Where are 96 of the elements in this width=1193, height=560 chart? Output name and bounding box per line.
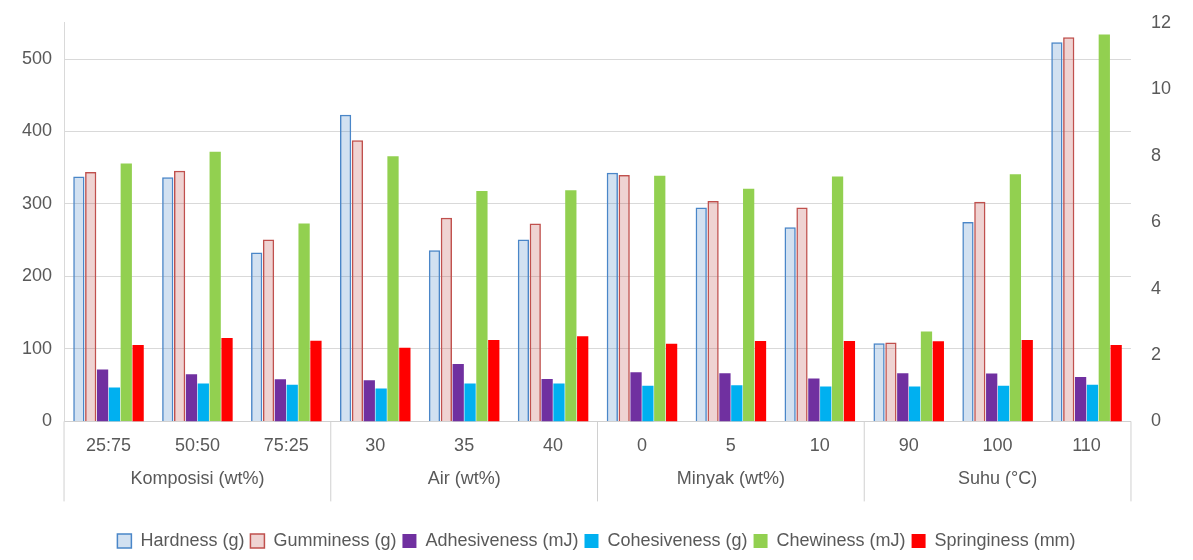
bar — [1009, 174, 1022, 421]
bar — [517, 239, 530, 421]
x-tick-label: 35 — [454, 435, 475, 456]
legend-label: Chewiness (mJ) — [776, 529, 906, 550]
bar — [274, 379, 287, 422]
y-tick-label: 100 — [21, 337, 53, 358]
x-tick-label: 100 — [982, 435, 1013, 456]
bar — [553, 383, 565, 422]
bar — [986, 373, 998, 422]
bar — [820, 386, 832, 422]
y-tick-label: 0 — [42, 410, 53, 431]
y2-tick-label: 10 — [1150, 78, 1172, 99]
x-tick-label: 40 — [543, 435, 564, 456]
bar — [695, 207, 707, 421]
bar — [387, 156, 399, 421]
bar — [251, 252, 263, 421]
x-tick-label: 75:25 — [263, 435, 309, 456]
text: Air (wt%) — [427, 468, 501, 489]
x-tick-label: 0 — [636, 435, 647, 456]
bar — [1098, 34, 1110, 421]
legend-label: Adhesiveness (mJ) — [425, 529, 579, 550]
bar — [73, 176, 85, 421]
bar — [618, 174, 630, 421]
bar — [654, 175, 666, 421]
bar — [541, 378, 553, 422]
bar — [262, 239, 275, 421]
text: Suhu (°C) — [957, 468, 1038, 489]
bar — [399, 347, 411, 422]
bar — [286, 384, 298, 422]
bar — [85, 172, 97, 421]
x-tick-label: 10 — [809, 435, 830, 456]
bar — [743, 188, 755, 421]
legend-label: Cohesiveness (g) — [607, 529, 748, 550]
bar — [1063, 37, 1075, 421]
y2-tick-label: 4 — [1150, 277, 1161, 298]
bar — [440, 217, 452, 421]
bar — [108, 387, 121, 422]
bar — [1074, 376, 1087, 422]
bar — [428, 250, 441, 421]
bar — [132, 345, 144, 422]
x-tick-label: 25:75 — [85, 435, 132, 456]
bar — [339, 114, 352, 421]
bar — [221, 338, 233, 422]
bar — [731, 385, 743, 422]
bar — [375, 388, 387, 422]
bar — [707, 201, 719, 421]
bar — [452, 363, 464, 422]
x-tick-label: 5 — [725, 435, 736, 456]
x-tick-label: 30 — [365, 435, 386, 456]
bar — [606, 172, 618, 421]
x-tick-label: 50:50 — [174, 435, 220, 456]
y2-tick-label: 0 — [1150, 410, 1161, 431]
bar — [476, 190, 488, 421]
bar — [1086, 384, 1099, 422]
bar — [120, 163, 132, 421]
legend-label: Springiness (mm) — [934, 529, 1076, 550]
y-tick-label: 500 — [21, 48, 53, 69]
bar — [962, 222, 974, 421]
y-tick-label: 200 — [21, 265, 53, 286]
bar — [831, 176, 844, 421]
bar — [173, 170, 186, 421]
legend-label: Hardness (g) — [140, 529, 245, 550]
bar — [363, 380, 375, 422]
bar — [162, 177, 174, 421]
bar — [1110, 345, 1122, 422]
bar — [351, 140, 364, 421]
bar — [565, 190, 577, 421]
bar — [529, 223, 541, 421]
y-tick-label: 300 — [21, 192, 53, 213]
y2-tick-label: 6 — [1150, 211, 1161, 232]
bar — [873, 343, 885, 421]
bar — [642, 385, 654, 422]
bar — [96, 369, 109, 422]
bar — [796, 207, 808, 421]
bar — [719, 373, 731, 422]
y2-tick-label: 2 — [1150, 343, 1161, 364]
y-tick-label: 400 — [21, 120, 53, 141]
bar — [209, 151, 221, 421]
bar — [464, 383, 476, 422]
legend-label: Gumminess (g) — [273, 529, 397, 550]
bar — [298, 223, 310, 421]
bar — [1051, 42, 1063, 421]
y2-tick-label: 12 — [1150, 11, 1172, 32]
bar — [808, 378, 820, 422]
text: Komposisi (wt%) — [130, 468, 265, 489]
y2-tick-label: 8 — [1150, 144, 1161, 165]
bar — [197, 383, 209, 422]
bar — [185, 374, 198, 422]
bar — [630, 372, 642, 422]
bar — [997, 385, 1010, 422]
x-tick-label: 90 — [898, 435, 919, 456]
bar — [665, 343, 678, 422]
bar — [974, 201, 986, 421]
bar — [784, 227, 796, 421]
text: Minyak (wt%) — [676, 468, 785, 489]
x-tick-label: 110 — [1072, 435, 1101, 456]
